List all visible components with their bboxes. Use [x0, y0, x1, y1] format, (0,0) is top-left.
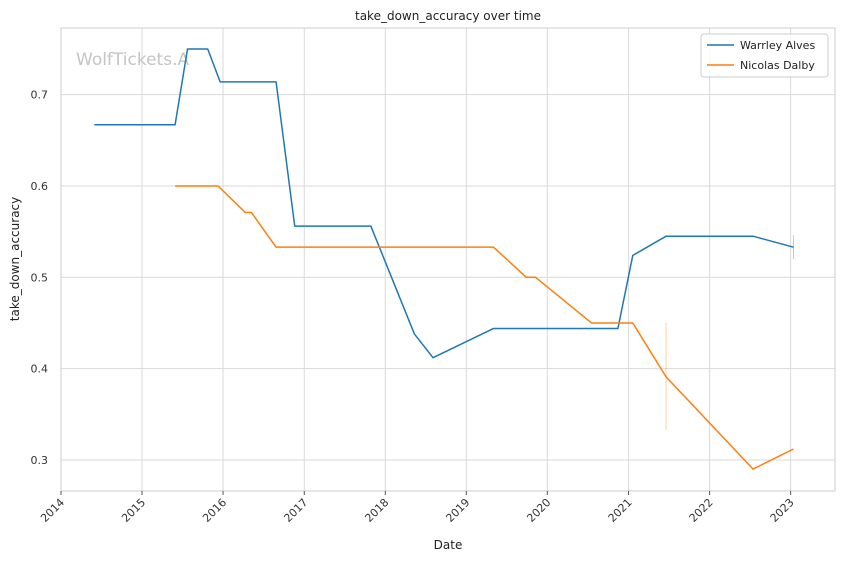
- y-axis-ticks: 0.3 0.4 0.5 0.6 0.7: [31, 89, 49, 467]
- series-line-nicolas-dalby: [175, 185, 794, 470]
- legend-label-nicolas-dalby: Nicolas Dalby: [740, 59, 815, 72]
- y-tick-label-0.5: 0.5: [31, 271, 49, 284]
- legend-label-warrley-alves: Warrley Alves: [740, 39, 815, 52]
- x-axis-title: Date: [434, 538, 463, 552]
- y-tick-label-0.7: 0.7: [31, 89, 49, 102]
- plot-frame: [60, 27, 836, 492]
- y-tick-label-0.4: 0.4: [31, 363, 49, 376]
- series-lines: [94, 48, 794, 470]
- y-tick-label-0.3: 0.3: [31, 454, 49, 467]
- watermark: WolfTickets.A: [76, 50, 189, 70]
- y-axis-title: take_down_accuracy: [8, 197, 22, 321]
- grid-lines: [60, 28, 835, 491]
- chart-title: take_down_accuracy over time: [355, 9, 541, 23]
- legend: Warrley Alves Nicolas Dalby: [700, 33, 829, 78]
- y-tick-label-0.6: 0.6: [31, 180, 49, 193]
- series-line-warrley-alves: [94, 48, 794, 359]
